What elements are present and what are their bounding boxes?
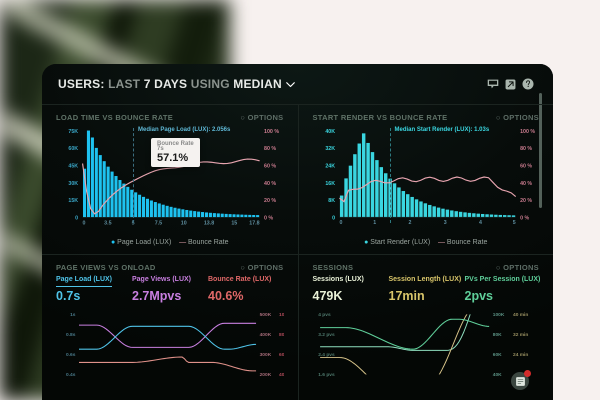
- svg-text:75K: 75K: [68, 129, 78, 135]
- svg-text:0.4s: 0.4s: [66, 372, 76, 378]
- svg-text:1.6 pvs: 1.6 pvs: [318, 372, 335, 378]
- svg-text:80K: 80K: [492, 332, 501, 338]
- svg-text:3.2 pvs: 3.2 pvs: [318, 332, 335, 338]
- svg-text:80%: 80%: [279, 332, 283, 338]
- svg-text:80 %: 80 %: [264, 146, 276, 152]
- svg-text:20 %: 20 %: [264, 198, 276, 204]
- svg-text:100%: 100%: [279, 312, 283, 318]
- svg-text:40 %: 40 %: [520, 181, 532, 187]
- svg-text:60%: 60%: [279, 352, 283, 358]
- svg-text:60K: 60K: [492, 352, 501, 358]
- svg-text:2: 2: [408, 220, 411, 226]
- svg-text:40 min: 40 min: [513, 312, 528, 318]
- svg-text:8K: 8K: [328, 198, 335, 204]
- svg-text:0.6s: 0.6s: [66, 352, 76, 358]
- svg-text:40K: 40K: [492, 372, 501, 378]
- svg-text:0.8s: 0.8s: [66, 332, 76, 338]
- svg-text:32K: 32K: [325, 146, 335, 152]
- svg-text:40K: 40K: [325, 129, 335, 135]
- svg-text:0 %: 0 %: [264, 216, 273, 222]
- svg-text:60 %: 60 %: [264, 163, 276, 169]
- svg-text:1s: 1s: [70, 312, 76, 318]
- svg-text:60 %: 60 %: [520, 164, 532, 170]
- svg-text:60K: 60K: [68, 146, 78, 152]
- svg-text:15: 15: [231, 220, 237, 226]
- svg-text:1: 1: [373, 220, 376, 226]
- svg-text:13.8: 13.8: [204, 220, 214, 226]
- svg-text:100K: 100K: [492, 312, 504, 318]
- svg-text:400K: 400K: [260, 332, 272, 338]
- svg-text:3: 3: [443, 220, 446, 226]
- svg-text:24K: 24K: [325, 164, 335, 170]
- svg-text:5: 5: [512, 220, 515, 226]
- svg-text:32 min: 32 min: [513, 332, 528, 338]
- svg-text:2.4 pvs: 2.4 pvs: [318, 352, 335, 358]
- svg-text:0: 0: [75, 216, 78, 222]
- svg-text:3.5: 3.5: [104, 220, 111, 226]
- svg-text:40 %: 40 %: [264, 181, 276, 187]
- svg-text:500K: 500K: [260, 312, 272, 318]
- svg-text:20 %: 20 %: [520, 198, 532, 204]
- svg-text:45K: 45K: [68, 163, 78, 169]
- svg-text:10: 10: [181, 220, 187, 226]
- svg-text:24 min: 24 min: [513, 352, 528, 358]
- svg-text:80 %: 80 %: [520, 146, 532, 152]
- svg-text:0: 0: [83, 220, 86, 226]
- svg-text:0: 0: [332, 215, 335, 221]
- svg-text:30K: 30K: [68, 181, 78, 187]
- svg-text:200K: 200K: [260, 372, 272, 378]
- svg-text:0 %: 0 %: [520, 215, 529, 221]
- svg-text:300K: 300K: [260, 352, 272, 358]
- svg-text:4: 4: [478, 220, 481, 226]
- svg-text:0: 0: [339, 220, 342, 226]
- svg-text:15K: 15K: [68, 198, 78, 204]
- svg-text:40%: 40%: [279, 372, 283, 378]
- svg-text:100 %: 100 %: [264, 129, 279, 135]
- svg-text:16K: 16K: [325, 181, 335, 187]
- svg-text:7.5: 7.5: [155, 220, 162, 226]
- svg-text:100 %: 100 %: [520, 129, 535, 135]
- svg-text:17.8: 17.8: [249, 220, 259, 226]
- svg-text:4 pvs: 4 pvs: [318, 312, 331, 318]
